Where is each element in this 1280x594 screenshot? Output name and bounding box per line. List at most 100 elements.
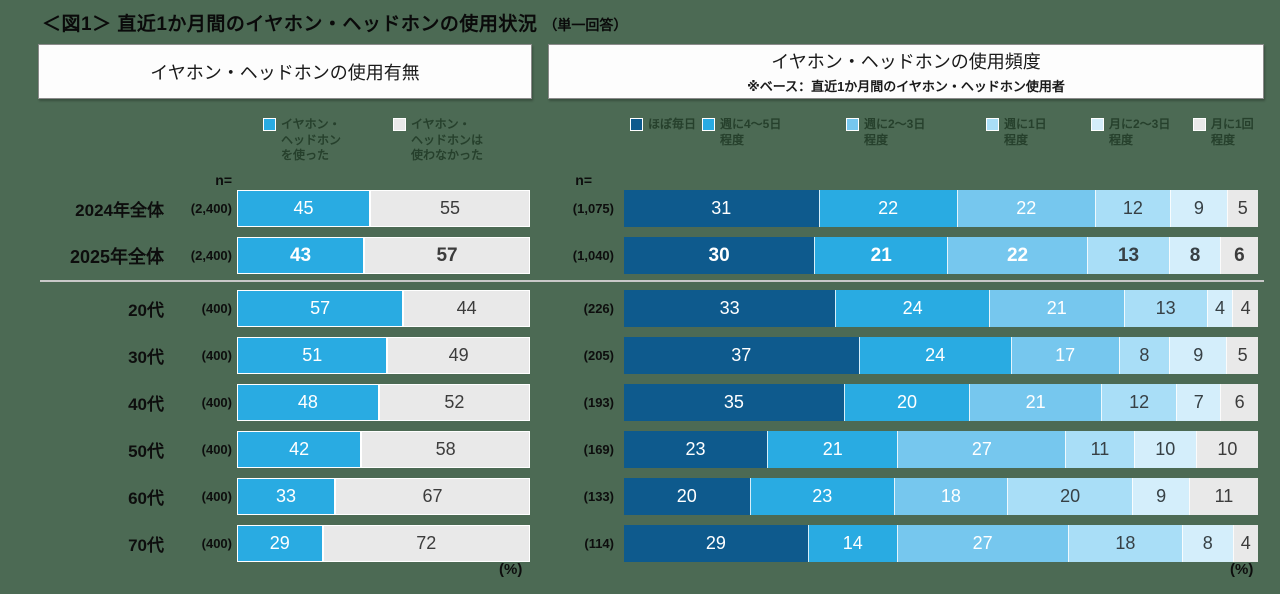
- n-header-right: n=: [575, 172, 592, 188]
- bar-segment: 20: [624, 478, 750, 515]
- table-row: 70代 (400) 29 72 (114) 29 14 27 18 8 4: [40, 525, 1264, 562]
- n-value-frequency: (205): [583, 348, 614, 363]
- table-row: 50代 (400) 42 58 (169) 23 21 27 11 10 10: [40, 431, 1264, 468]
- bar-segment: 37: [624, 337, 859, 374]
- row-label: 2025年全体: [69, 246, 164, 267]
- stacked-bar-frequency: 37 24 17 8 9 5: [624, 337, 1258, 374]
- bar-segment: 14: [807, 525, 897, 562]
- row-label: 50代: [128, 442, 164, 461]
- row-label: 60代: [128, 489, 164, 508]
- n-header-left: n=: [215, 172, 232, 188]
- bar-segment: 45: [238, 191, 369, 226]
- legend-color-chip: [630, 118, 643, 131]
- legend-label: イヤホン・ ヘッドホン を使った: [281, 117, 342, 163]
- bar-segment: 30: [624, 237, 815, 274]
- n-value-frequency: (226): [583, 301, 614, 316]
- bar-segment: 9: [1170, 190, 1227, 227]
- bar-segment: 33: [624, 290, 836, 327]
- bar-segment: 21: [814, 237, 948, 274]
- row-label: 70代: [128, 536, 164, 555]
- bar-segment: 23: [749, 478, 894, 515]
- stacked-bar-usage: 29 72: [237, 525, 530, 562]
- stacked-bar-usage: 45 55: [237, 190, 530, 227]
- bar-segment: 22: [947, 237, 1087, 274]
- percent-unit-right: (%): [1230, 561, 1254, 578]
- n-value-usage: (400): [201, 301, 232, 316]
- stacked-bar-frequency: 35 20 21 12 7 6: [624, 384, 1258, 421]
- legend-item: ほぼ毎日: [630, 117, 696, 133]
- bar-segment: 44: [402, 291, 529, 326]
- bar-segment: 17: [1010, 337, 1119, 374]
- bar-segment: 48: [238, 385, 378, 420]
- bar-segment: 20: [843, 384, 970, 421]
- bar-segment: 4: [1206, 290, 1233, 327]
- panel-header-usage-text: イヤホン・ヘッドホンの使用有無: [150, 62, 420, 83]
- bar-segment: 5: [1226, 190, 1258, 227]
- bar-segment: 10: [1195, 431, 1258, 468]
- table-row: 20代 (400) 57 44 (226) 33 24 21 13 4 4: [40, 290, 1264, 327]
- stacked-bar-usage: 43 57: [237, 237, 530, 274]
- chart-rows: n= n= 2024年全体 (2,400) 45 55 (1,075) 31 22 22 12 9 5 2…: [40, 166, 1264, 572]
- figure-title-note: （単一回答）: [543, 17, 628, 33]
- stacked-bar-usage: 33 67: [237, 478, 530, 515]
- group-separator: [40, 280, 1264, 282]
- panel-header-frequency-text: イヤホン・ヘッドホンの使用頻度: [771, 52, 1041, 72]
- bar-segment: 21: [969, 384, 1102, 421]
- legend-color-chip: [986, 118, 999, 131]
- legend-label: 月に1回 程度: [1211, 117, 1254, 147]
- bar-segment: 13: [1086, 237, 1170, 274]
- row-label: 20代: [128, 301, 164, 320]
- bar-segment: 7: [1176, 384, 1221, 421]
- bar-segment: 6: [1220, 384, 1258, 421]
- bar-segment: 55: [368, 191, 529, 226]
- legend-color-chip: [846, 118, 859, 131]
- legend-color-chip: [1193, 118, 1206, 131]
- figure-title-row: ＜図1＞ 直近1か月間のイヤホン・ヘッドホンの使用状況 （単一回答）: [42, 9, 627, 36]
- legend-item: イヤホン・ ヘッドホンは 使わなかった: [393, 117, 483, 164]
- bar-segment: 58: [360, 432, 529, 467]
- stacked-bar-frequency: 20 23 18 20 9 11: [624, 478, 1258, 515]
- bar-segment: 27: [896, 525, 1068, 562]
- bar-segment: 18: [893, 478, 1007, 515]
- bar-segment: 29: [624, 525, 808, 562]
- bar-segment: 22: [818, 190, 957, 227]
- legend-usage: イヤホン・ ヘッドホン を使った イヤホン・ ヘッドホンは 使わなかった: [263, 117, 543, 173]
- n-value-frequency: (1,040): [572, 248, 614, 263]
- bar-segment: 8: [1181, 525, 1233, 562]
- table-row: 60代 (400) 33 67 (133) 20 23 18 20 9 11: [40, 478, 1264, 515]
- stacked-bar-frequency: 23 21 27 11 10 10: [624, 431, 1258, 468]
- bar-segment: 8: [1118, 337, 1170, 374]
- bar-segment: 21: [989, 290, 1124, 327]
- stacked-bar-frequency: 30 21 22 13 8 6: [624, 237, 1258, 274]
- legend-item: 月に2～3日 程度: [1091, 117, 1170, 148]
- bar-segment: 12: [1094, 190, 1171, 227]
- panel-header-usage: イヤホン・ヘッドホンの使用有無: [38, 44, 532, 99]
- bar-segment: 42: [238, 432, 361, 467]
- legend-color-chip: [393, 118, 406, 131]
- stacked-bar-usage: 48 52: [237, 384, 530, 421]
- n-header-row: n= n=: [40, 166, 1264, 188]
- percent-unit-left: (%): [499, 561, 523, 578]
- table-row: 2024年全体 (2,400) 45 55 (1,075) 31 22 22 12 9 5: [40, 190, 1264, 227]
- legend-label: イヤホン・ ヘッドホンは 使わなかった: [411, 117, 484, 163]
- legend-color-chip: [263, 118, 276, 131]
- n-value-usage: (400): [201, 489, 232, 504]
- panel-header-frequency-base-note: ※ベース：直近1か月間のイヤホン・ヘッドホン使用者: [747, 79, 1065, 94]
- bar-segment: 6: [1219, 237, 1258, 274]
- bar-segment: 10: [1133, 431, 1196, 468]
- bar-segment: 24: [835, 290, 990, 327]
- bar-segment: 35: [624, 384, 844, 421]
- legend-label: 週に2～3日 程度: [864, 117, 926, 147]
- stacked-bar-frequency: 31 22 22 12 9 5: [624, 190, 1258, 227]
- bar-segment: 4: [1232, 290, 1258, 327]
- bar-segment: 11: [1188, 478, 1258, 515]
- bar-segment: 5: [1226, 337, 1258, 374]
- legend-label: ほぼ毎日: [648, 117, 697, 131]
- n-value-usage: (400): [201, 395, 232, 410]
- bar-segment: 22: [956, 190, 1095, 227]
- legend-label: 月に2～3日 程度: [1109, 117, 1171, 147]
- bar-segment: 67: [334, 479, 529, 514]
- stacked-bar-usage: 42 58: [237, 431, 530, 468]
- n-value-frequency: (169): [583, 442, 614, 457]
